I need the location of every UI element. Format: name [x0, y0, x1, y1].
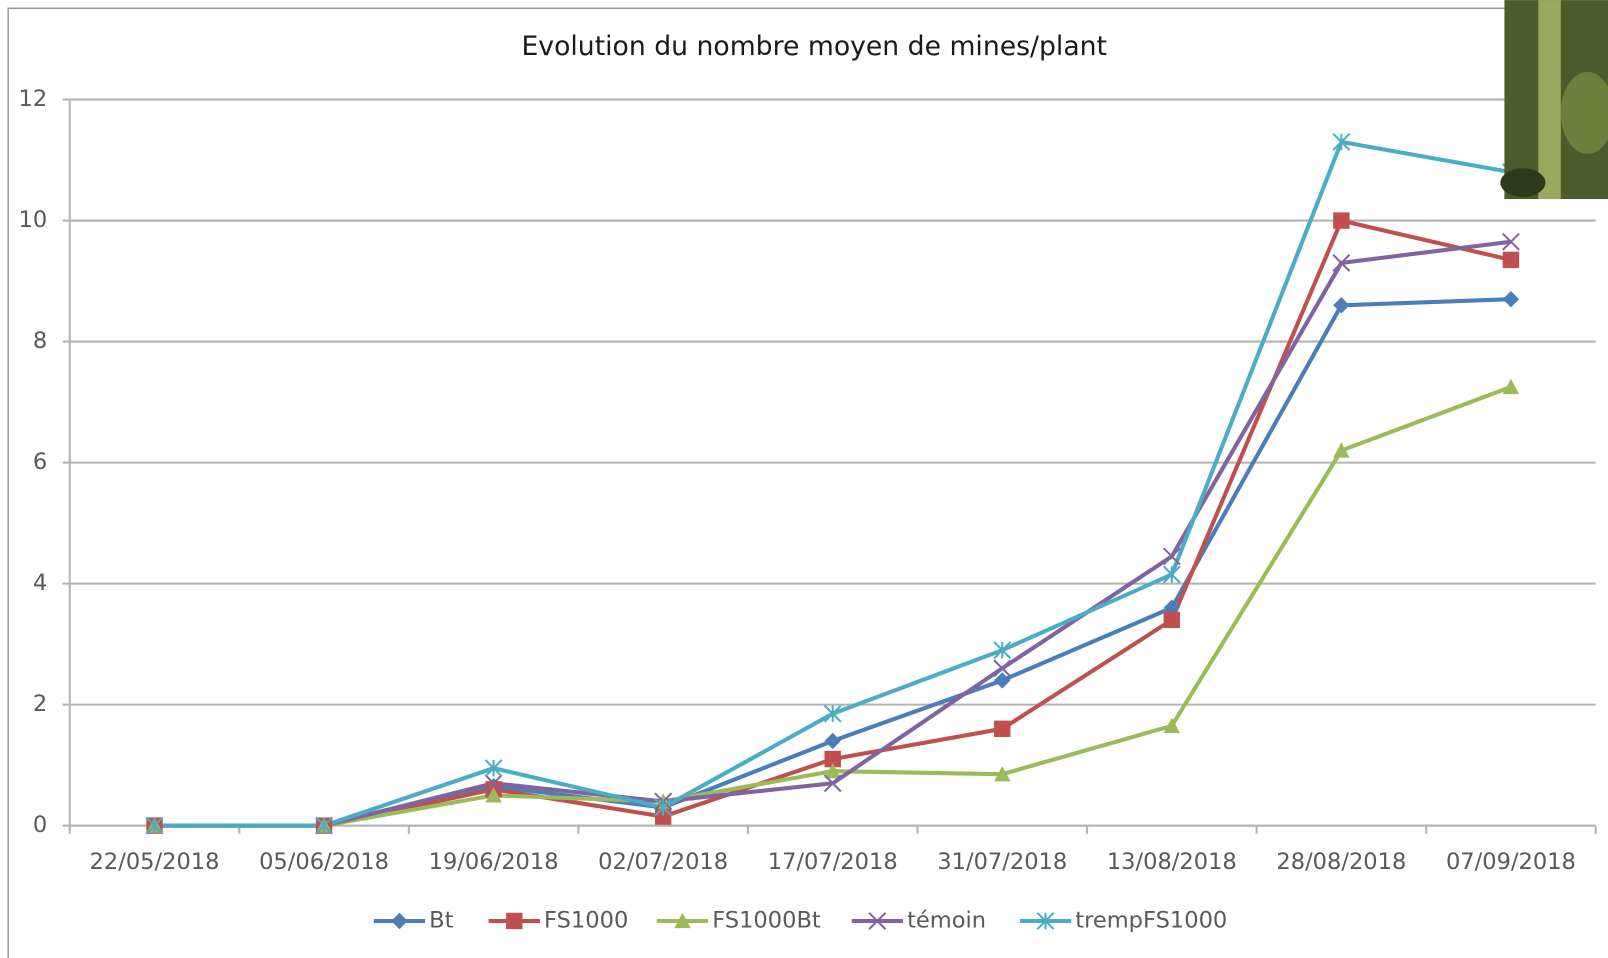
chart-border	[7, 7, 1608, 958]
marker	[145, 816, 164, 835]
x-tick-label: 05/06/2018	[259, 849, 389, 875]
x-tick-label: 19/06/2018	[429, 849, 559, 875]
marker	[824, 732, 841, 750]
y-tick-label: 8	[33, 328, 47, 354]
marker	[868, 912, 887, 930]
x-tick-label: 17/07/2018	[768, 849, 898, 875]
photo	[1500, 0, 1608, 200]
marker	[823, 774, 842, 793]
marker	[1333, 212, 1350, 229]
legend-label: FS1000Bt	[712, 907, 821, 933]
y-tick-label: 6	[33, 449, 47, 475]
marker	[1501, 232, 1520, 251]
marker	[993, 641, 1012, 660]
marker	[1502, 378, 1520, 395]
plot-area: 0 2 4 6 8 10 12 22/05/2018 05/06/2018 19/06/2018 0…	[18, 86, 1597, 933]
marker	[1332, 132, 1351, 151]
photo-leaf	[1560, 71, 1608, 154]
legend-label: témoin	[907, 907, 986, 933]
chart-title: Evolution du nombre moyen de mines/plant	[521, 31, 1107, 62]
x-tick-label: 02/07/2018	[598, 849, 728, 875]
marker	[1333, 297, 1350, 314]
marker	[1163, 611, 1181, 629]
x-tick-label: 13/08/2018	[1107, 849, 1237, 875]
marker	[484, 759, 503, 778]
marker	[994, 720, 1011, 738]
marker	[994, 672, 1011, 689]
photo-leaf	[1500, 168, 1546, 197]
marker	[1162, 565, 1181, 584]
marker	[823, 704, 842, 723]
y-tick-label: 4	[33, 570, 47, 596]
marker	[506, 912, 523, 930]
y-tick-label: 2	[33, 691, 47, 717]
marker	[1332, 253, 1351, 272]
y-tick-label: 0	[33, 812, 47, 838]
y-tick-label: 12	[18, 86, 47, 112]
marker	[1163, 717, 1181, 733]
marker	[824, 750, 841, 768]
marker	[824, 762, 841, 779]
marker	[1333, 442, 1350, 458]
marker	[485, 787, 502, 803]
marker	[1502, 291, 1520, 308]
marker	[1162, 547, 1181, 566]
x-tick-label: 22/05/2018	[90, 849, 220, 875]
marker	[994, 765, 1011, 782]
marker	[315, 816, 333, 835]
y-tick-label: 10	[18, 207, 47, 233]
legend-label: Bt	[429, 907, 453, 933]
x-tick-label: 07/09/2018	[1446, 849, 1576, 875]
marker	[654, 798, 673, 817]
legend-label: FS1000	[544, 907, 628, 933]
x-tick-label: 28/08/2018	[1276, 849, 1406, 875]
marker	[484, 774, 503, 793]
legend-label: trempFS1000	[1075, 907, 1227, 933]
x-tick-label: 31/07/2018	[937, 849, 1067, 875]
marker	[993, 659, 1012, 678]
legend: Bt FS1000 FS1000Bt témoin trempFS1000	[373, 907, 1227, 933]
marker	[1036, 912, 1055, 930]
marker	[391, 912, 408, 930]
marker	[674, 912, 691, 929]
marker	[1502, 251, 1520, 269]
photo-stem	[1538, 0, 1561, 200]
